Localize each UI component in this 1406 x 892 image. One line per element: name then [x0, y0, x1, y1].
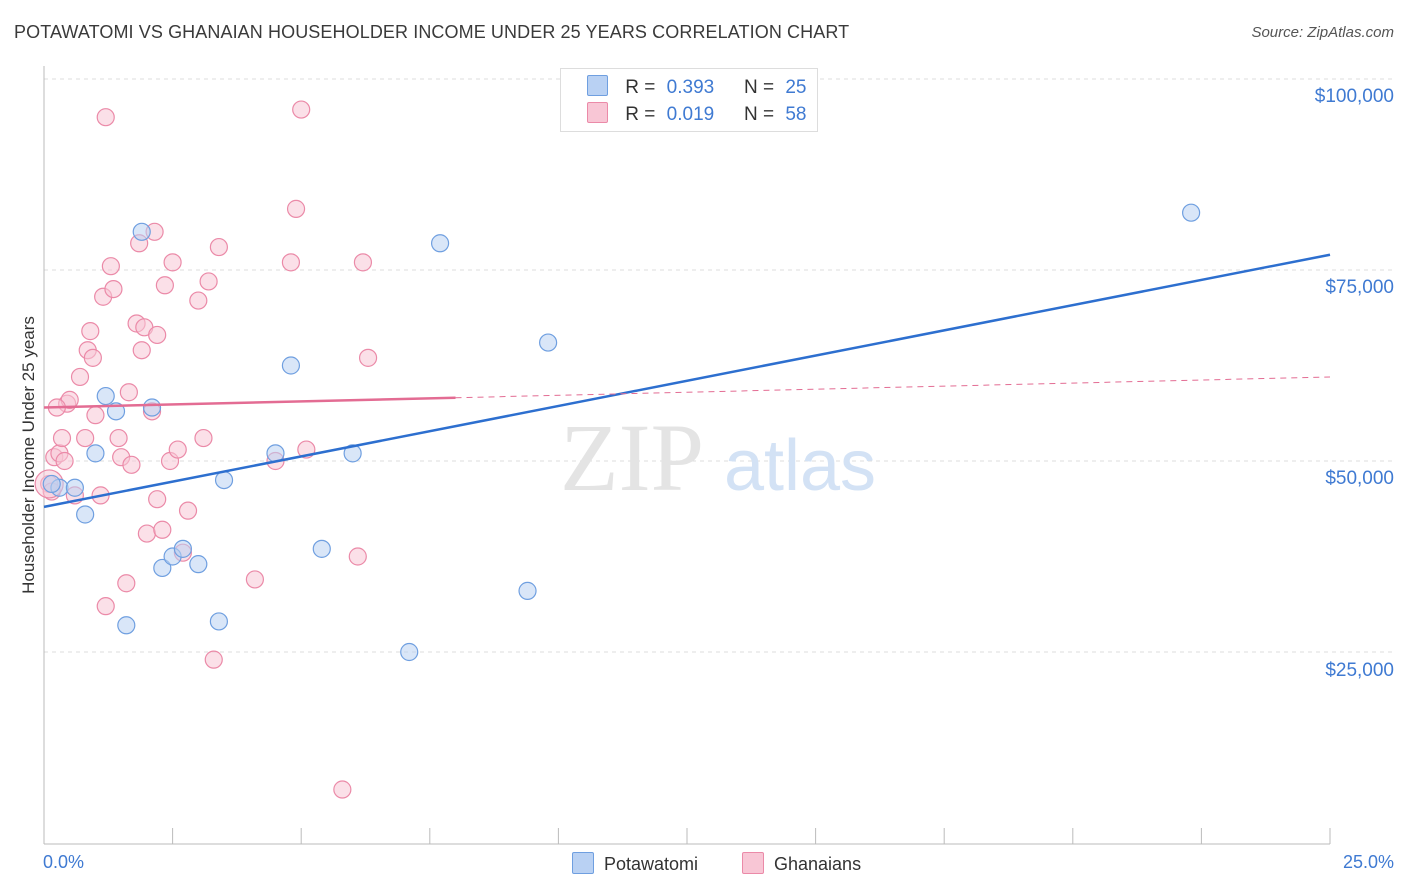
ghanaians-point — [83, 348, 102, 367]
potawatomi-point — [142, 398, 162, 417]
y-tick-label: $25,000 — [1325, 660, 1394, 681]
potawatomi-point — [173, 539, 192, 558]
x-tick-label-max: 25.0% — [1342, 852, 1394, 872]
ghanaians-point — [153, 520, 172, 539]
ghanaians-points — [34, 100, 378, 799]
ghanaians-point — [104, 280, 123, 299]
legend-swatch-pink — [587, 102, 608, 123]
x-tick-label-min: 0.0% — [43, 852, 85, 872]
ghanaians-point — [194, 428, 213, 448]
potawatomi-point — [65, 478, 84, 497]
legend-swatch-blue — [587, 75, 608, 96]
ghanaians-point — [70, 367, 90, 387]
y-tick-label: $75,000 — [1325, 277, 1394, 298]
ghanaians-point — [122, 455, 141, 474]
ghanaians-point — [178, 501, 198, 520]
potawatomi-points — [42, 203, 1201, 662]
correlation-legend: R = 0.393 N = 25 R = 0.019 N = 58 — [560, 68, 818, 132]
potawatomi-point — [214, 471, 234, 490]
potawatomi-point — [539, 333, 558, 352]
legend-row-potawatomi: R = 0.393 N = 25 — [587, 75, 806, 99]
potawatomi-point — [132, 222, 151, 241]
ghanaians-point — [55, 451, 74, 471]
ghanaians-point — [132, 341, 151, 360]
ghanaians-point — [358, 348, 378, 367]
ghanaians-point — [137, 524, 156, 543]
r-value: 0.019 — [666, 104, 715, 125]
legend-label: Potawatomi — [604, 854, 699, 874]
ghanaians-point — [86, 406, 105, 425]
y-tick-label: $100,000 — [1314, 86, 1394, 107]
potawatomi-point — [209, 612, 228, 631]
ghanaians-point — [292, 100, 311, 119]
potawatomi-point — [117, 616, 136, 635]
r-value: 0.393 — [666, 77, 715, 98]
ghanaians-point — [245, 570, 265, 589]
ghanaians-point — [168, 440, 187, 459]
ghanaians-point — [333, 780, 352, 799]
n-value: 58 — [785, 104, 807, 125]
ghanaians-point — [101, 257, 120, 276]
y-axis-label: Householder Income Under 25 years — [19, 316, 38, 594]
potawatomi-point — [189, 555, 208, 574]
ghanaians-point — [286, 199, 306, 218]
ghanaians-point — [148, 325, 167, 345]
legend-swatch-pink — [742, 852, 764, 874]
potawatomi-point — [430, 234, 450, 253]
ghanaians-point — [199, 272, 218, 291]
potawatomi-point — [281, 356, 301, 375]
watermark-atlas: atlas — [724, 426, 876, 506]
legend-item-potawatomi: Potawatomi — [572, 852, 698, 875]
ghanaians-point — [109, 428, 128, 448]
ghanaians-point — [163, 253, 182, 272]
ghanaians-point — [209, 237, 228, 257]
r-label: R = — [625, 77, 656, 98]
trend-lines — [43, 253, 1331, 509]
ghanaians-trend-line-dashed — [455, 376, 1331, 399]
legend-item-ghanaians: Ghanaians — [742, 852, 861, 875]
ghanaians-point — [96, 108, 115, 127]
r-label: R = — [625, 104, 656, 125]
ghanaians-point — [204, 650, 223, 669]
axes — [43, 66, 1331, 845]
potawatomi-point — [76, 505, 95, 524]
potawatomi-trend-line — [43, 253, 1331, 509]
ghanaians-point — [281, 253, 301, 272]
gridlines — [44, 78, 1392, 653]
potawatomi-point — [400, 642, 419, 662]
ghanaians-point — [119, 383, 138, 402]
y-tick-label: $50,000 — [1325, 468, 1394, 489]
potawatomi-point — [518, 581, 537, 600]
n-value: 25 — [785, 77, 807, 98]
chart-title: POTAWATOMI VS GHANAIAN HOUSEHOLDER INCOM… — [14, 22, 850, 42]
source-label: Source: ZipAtlas.com — [1251, 24, 1394, 41]
legend-label: Ghanaians — [774, 854, 862, 874]
ghanaians-point — [348, 547, 367, 566]
ghanaians-point — [155, 276, 174, 295]
legend-row-ghanaians: R = 0.019 N = 58 — [587, 102, 806, 126]
ghanaians-trend-line — [43, 396, 456, 409]
ghanaians-point — [81, 322, 100, 341]
potawatomi-point — [153, 558, 172, 578]
ghanaians-point — [96, 597, 115, 616]
ghanaians-point — [76, 428, 95, 448]
potawatomi-point — [312, 539, 331, 558]
n-label: N = — [743, 104, 775, 125]
ghanaians-point — [189, 291, 208, 310]
ghanaians-point — [52, 428, 72, 448]
potawatomi-point — [86, 444, 105, 463]
potawatomi-point — [96, 386, 115, 406]
watermark-zip: ZIP — [560, 404, 704, 511]
ghanaians-point — [353, 253, 373, 272]
ghanaians-point — [117, 574, 136, 593]
legend-swatch-blue — [572, 852, 594, 874]
watermark: ZIP atlas — [560, 404, 876, 511]
potawatomi-point — [343, 444, 362, 463]
ghanaians-point — [148, 490, 167, 509]
potawatomi-point — [42, 474, 61, 494]
n-label: N = — [743, 77, 775, 98]
potawatomi-point — [1182, 203, 1201, 222]
